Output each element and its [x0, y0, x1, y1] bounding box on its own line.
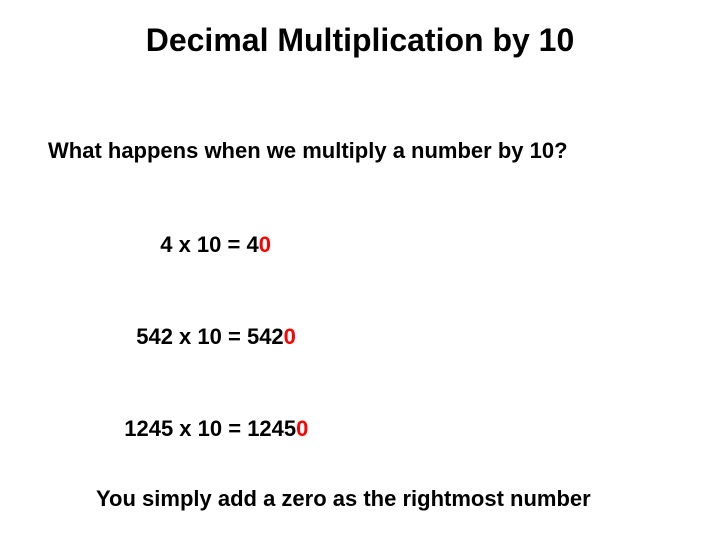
example-row: 4 x 10 = 40 — [148, 206, 271, 258]
example-lhs: 4 x 10 = — [160, 232, 246, 257]
question-text: What happens when we multiply a number b… — [48, 138, 568, 164]
footer-text: You simply add a zero as the rightmost n… — [96, 486, 591, 512]
example-result-prefix: 1245 — [247, 416, 296, 441]
example-result-prefix: 542 — [247, 324, 284, 349]
example-lhs: 1245 x 10 = — [124, 416, 247, 441]
page-title: Decimal Multiplication by 10 — [0, 22, 720, 59]
example-lhs: 542 x 10 = — [136, 324, 247, 349]
example-result-zero: 0 — [259, 232, 271, 257]
example-result-zero: 0 — [296, 416, 308, 441]
example-row: 1245 x 10 = 12450 — [112, 390, 308, 442]
example-row: 542 x 10 = 5420 — [124, 298, 296, 350]
example-result-prefix: 4 — [246, 232, 258, 257]
example-result-zero: 0 — [284, 324, 296, 349]
